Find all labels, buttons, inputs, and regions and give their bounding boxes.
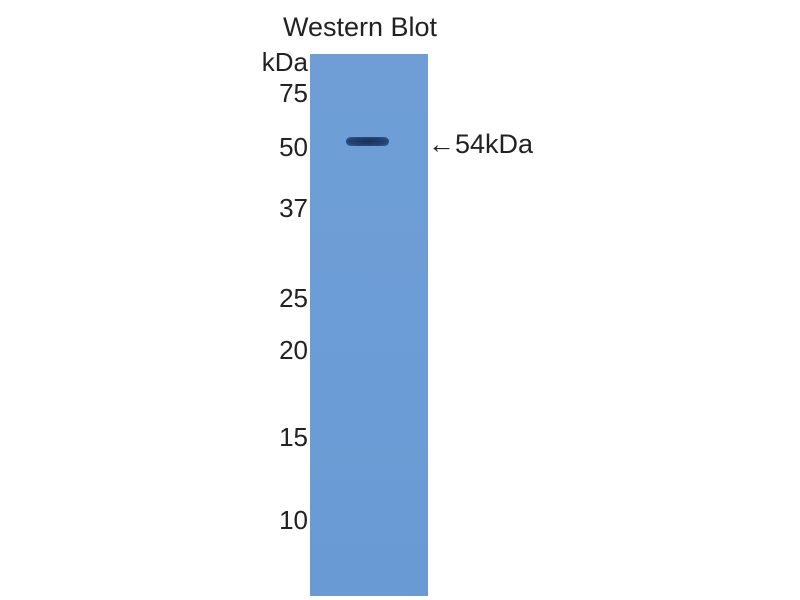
figure-title: Western Blot bbox=[282, 12, 438, 42]
marker-15: 15 bbox=[279, 422, 308, 452]
marker-10: 10 bbox=[279, 505, 308, 535]
marker-75: 75 bbox=[279, 78, 308, 108]
marker-20: 20 bbox=[279, 335, 308, 365]
marker-50: 50 bbox=[279, 132, 308, 162]
unit-label: kDa bbox=[261, 47, 308, 77]
blot-lane bbox=[310, 54, 428, 596]
marker-37: 37 bbox=[279, 193, 308, 223]
marker-25: 25 bbox=[279, 283, 308, 313]
protein-band bbox=[346, 137, 389, 146]
band-size-annotation: ←54kDa bbox=[428, 129, 534, 159]
